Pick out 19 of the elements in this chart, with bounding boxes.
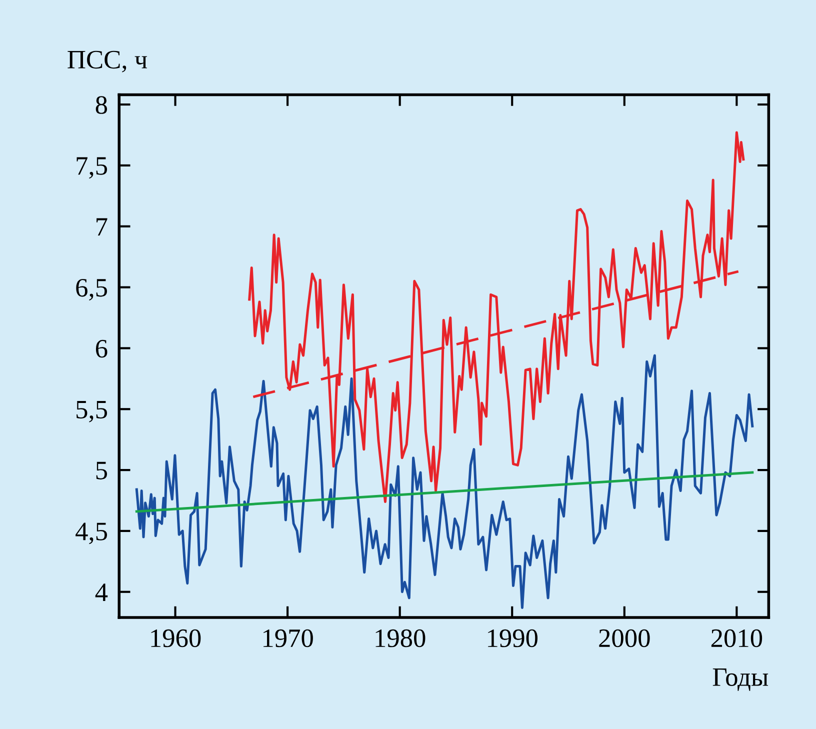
y-tick-label: 6 — [96, 340, 108, 358]
x-tick-label: 2010 — [711, 629, 762, 648]
y-tick-label: 6,5 — [76, 278, 107, 300]
x-axis-title: Годы — [712, 668, 768, 691]
x-tick-label: 1970 — [263, 629, 313, 648]
x-tick-label: 1960 — [151, 629, 201, 648]
y-tick-label: 7 — [96, 218, 108, 236]
y-tick-label: 7,5 — [76, 157, 107, 179]
y-tick-label: 4,5 — [76, 522, 107, 544]
line-series — [248, 131, 745, 503]
y-tick-label: 5 — [96, 462, 107, 480]
x-tick-label: 1990 — [488, 629, 538, 648]
x-tick-label: 1980 — [376, 629, 426, 648]
x-tick-label: 2000 — [599, 629, 650, 648]
y-axis-title: ПСС, ч — [68, 50, 148, 72]
line-series — [135, 354, 754, 609]
y-tick-label: 5,5 — [76, 400, 107, 422]
y-tick-label: 8 — [96, 96, 108, 114]
y-tick-label: 4 — [95, 584, 108, 602]
